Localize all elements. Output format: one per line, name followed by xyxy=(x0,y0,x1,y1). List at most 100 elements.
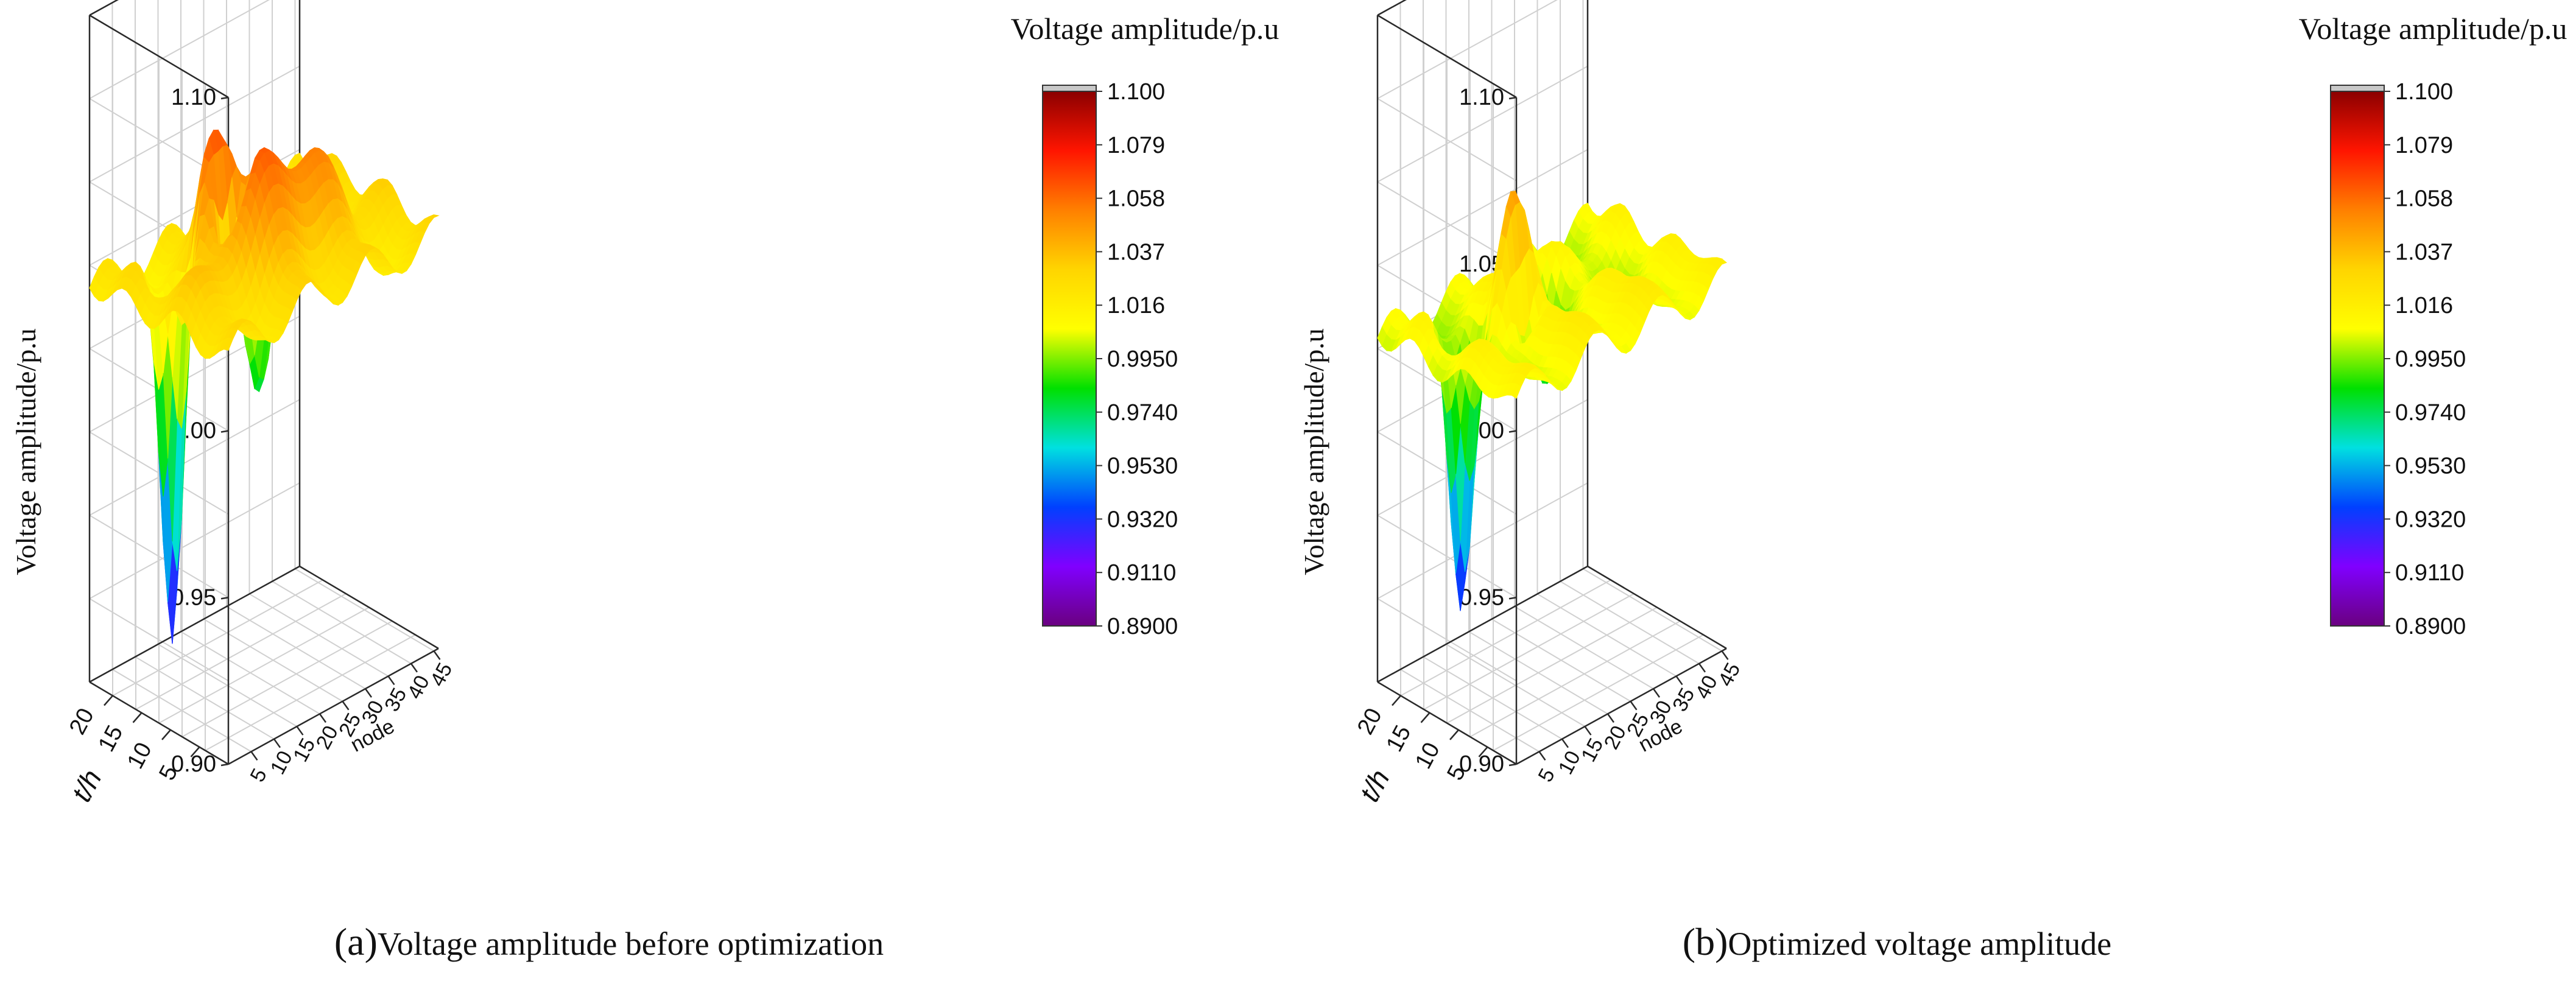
t-axis-title: t/h xyxy=(1353,764,1396,807)
t-tick-label: 20 xyxy=(1353,704,1387,739)
caption-letter: (b) xyxy=(1683,920,1728,963)
node-tick xyxy=(274,739,280,748)
colorbar-tick-label: 1.100 xyxy=(2395,79,2453,105)
colorbar-tick-label: 0.8900 xyxy=(2395,614,2466,639)
node-tick xyxy=(434,651,440,659)
t-tick xyxy=(162,730,171,740)
z-tick xyxy=(221,764,228,765)
z-tick xyxy=(1509,431,1516,432)
node-tick xyxy=(1631,701,1637,710)
colorbar-tick-label: 0.9950 xyxy=(2395,346,2466,372)
z-tick-label: 0.95 xyxy=(171,585,216,610)
node-tick xyxy=(297,726,303,735)
z-tick xyxy=(221,97,228,99)
t-tick-label: 15 xyxy=(1381,721,1416,756)
caption-letter: (a) xyxy=(334,920,378,963)
node-tick xyxy=(1722,651,1728,659)
node-tick xyxy=(1699,664,1705,672)
node-tick xyxy=(411,664,417,672)
z-tick xyxy=(1509,97,1516,99)
z-tick xyxy=(1509,597,1516,599)
t-tick-label: 20 xyxy=(65,704,99,739)
caption-text: Voltage amplitude before optimization xyxy=(378,926,884,962)
floor-grid-line-t xyxy=(1424,594,1634,709)
colorbar-tick-label: 0.9530 xyxy=(1107,454,1178,479)
colorbar-tick-label: 1.037 xyxy=(2395,239,2453,265)
colorbar-tick-label: 1.037 xyxy=(1107,239,1165,265)
node-tick xyxy=(365,689,371,697)
z-tick-label: 1.10 xyxy=(1459,85,1504,110)
t-tick xyxy=(1450,730,1459,740)
node-tick xyxy=(1608,714,1614,722)
t-tick xyxy=(1392,696,1401,706)
node-tick xyxy=(252,751,258,760)
surface xyxy=(1378,191,1726,611)
node-tick xyxy=(1540,751,1546,760)
back-grid-hline xyxy=(1378,399,1588,515)
z-tick xyxy=(221,431,228,432)
colorbar-tick-label: 0.9530 xyxy=(2395,454,2466,479)
t-tick-label: 15 xyxy=(93,721,128,756)
back-grid-hline xyxy=(1378,66,1588,182)
chart-caption: (b)Optimized voltage amplitude xyxy=(1683,920,2111,963)
colorbar-cap xyxy=(1043,85,1096,91)
colorbar-tick-label: 0.9110 xyxy=(1107,560,1176,586)
colorbar-cap xyxy=(2331,85,2384,91)
colorbar-tick-label: 0.9740 xyxy=(2395,400,2466,426)
back-grid-hline xyxy=(1378,483,1588,599)
colorbar-tick-label: 1.058 xyxy=(2395,186,2453,212)
caption-text: Optimized voltage amplitude xyxy=(1728,926,2111,962)
colorbar-tick-label: 0.8900 xyxy=(1107,614,1178,639)
node-tick xyxy=(389,676,395,684)
floor-grid-line-t xyxy=(1401,580,1611,696)
t-axis-title: t/h xyxy=(65,764,108,807)
surface xyxy=(90,130,438,644)
floor-grid-line-t xyxy=(136,594,346,709)
t-tick xyxy=(1421,713,1430,723)
frame-edge xyxy=(90,566,300,682)
z-tick-label: 0.95 xyxy=(1459,585,1504,610)
frame-edge xyxy=(1378,566,1588,682)
node-tick xyxy=(320,714,326,722)
colorbar-tick-label: 1.079 xyxy=(2395,133,2453,158)
colorbar-title: Voltage amplitude/p.u xyxy=(2299,12,2567,46)
colorbar xyxy=(2331,91,2384,626)
node-tick xyxy=(343,701,349,710)
node-tick xyxy=(1677,676,1683,684)
z-axis-title: Voltage amplitude/p.u xyxy=(1298,328,1329,575)
colorbar-tick-label: 1.016 xyxy=(1107,293,1165,318)
t-tick-label: 10 xyxy=(122,739,157,773)
colorbar-ticks: 1.1001.0791.0581.0371.0160.99500.97400.9… xyxy=(2384,79,2466,639)
z-tick-label: 1.10 xyxy=(171,85,216,110)
colorbar-title: Voltage amplitude/p.u xyxy=(1011,12,1279,46)
t-tick xyxy=(133,713,142,723)
back-grid-hline xyxy=(90,0,300,15)
node-tick xyxy=(1562,739,1568,748)
colorbar-tick-label: 0.9110 xyxy=(2395,560,2464,586)
frame-edge xyxy=(90,0,300,15)
colorbar-tick-label: 1.079 xyxy=(1107,133,1165,158)
colorbar xyxy=(1043,91,1096,626)
z-axis-title: Voltage amplitude/p.u xyxy=(10,328,41,575)
back-grid-hline xyxy=(1378,0,1588,15)
z-tick xyxy=(1509,764,1516,765)
colorbar-tick-label: 0.9740 xyxy=(1107,400,1178,426)
back-grid-hline xyxy=(90,399,300,515)
frame-edge xyxy=(1378,0,1588,15)
floor-grid-line-t xyxy=(1447,608,1657,723)
colorbar-tick-label: 0.9320 xyxy=(1107,507,1178,532)
colorbar-tick-label: 0.9320 xyxy=(2395,507,2466,532)
node-tick xyxy=(1585,726,1591,735)
z-tick xyxy=(221,597,228,599)
colorbar-tick-label: 1.100 xyxy=(1107,79,1165,105)
colorbar-tick-label: 0.9950 xyxy=(1107,346,1178,372)
floor-grid-line-t xyxy=(113,580,323,696)
t-tick-label: 10 xyxy=(1410,739,1445,773)
chart-caption: (a)Voltage amplitude before optimization xyxy=(334,920,884,963)
